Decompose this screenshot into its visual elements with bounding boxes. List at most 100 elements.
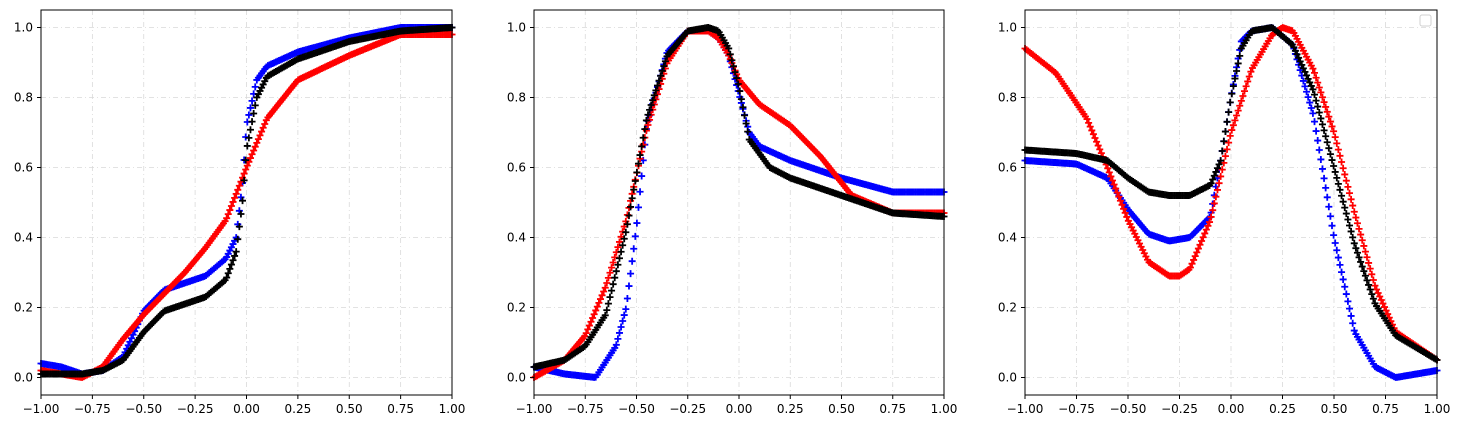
data-point <box>1105 168 1113 176</box>
data-point <box>1333 246 1341 254</box>
data-point <box>1218 166 1226 174</box>
x-tick-label: −0.75 <box>1058 402 1095 416</box>
data-point <box>1368 270 1376 278</box>
data-point <box>1215 160 1223 168</box>
data-point <box>593 303 601 311</box>
data-point <box>1326 150 1334 158</box>
data-point <box>1334 180 1342 188</box>
data-point <box>1317 114 1325 122</box>
y-tick-label: 0.0 <box>14 371 33 385</box>
data-point <box>636 151 644 159</box>
x-tick-label: 0.75 <box>387 402 414 416</box>
data-point <box>1315 146 1323 154</box>
data-point <box>1339 275 1347 283</box>
data-point <box>1346 305 1354 313</box>
data-point <box>240 176 248 184</box>
data-point <box>587 318 595 326</box>
data-point <box>127 334 135 342</box>
data-point <box>1307 82 1315 90</box>
data-point <box>1342 290 1350 298</box>
data-point <box>1217 157 1225 165</box>
x-tick-label: 1.00 <box>439 402 466 416</box>
x-tick-label: −0.25 <box>669 402 706 416</box>
data-point <box>1317 88 1325 96</box>
data-point <box>630 245 638 253</box>
data-point <box>1331 168 1339 176</box>
data-point <box>235 182 243 190</box>
data-point <box>1363 253 1371 261</box>
data-point <box>639 134 647 142</box>
data-point <box>1314 137 1322 145</box>
data-point <box>628 194 636 202</box>
data-point <box>1339 164 1347 172</box>
data-point <box>620 311 628 319</box>
data-point <box>246 104 254 112</box>
data-point <box>251 101 259 109</box>
data-point <box>1376 293 1384 301</box>
data-point <box>634 160 642 168</box>
data-point <box>1311 118 1319 126</box>
data-point <box>1236 102 1244 110</box>
data-point <box>1322 132 1330 140</box>
data-point <box>1207 213 1215 221</box>
data-point <box>653 82 661 90</box>
data-point <box>1123 213 1131 221</box>
data-point <box>742 119 750 127</box>
data-point <box>582 329 590 337</box>
data-point <box>1188 260 1196 268</box>
data-point <box>608 264 616 272</box>
data-point <box>1346 189 1354 197</box>
data-point <box>1334 146 1342 154</box>
series-group <box>1021 24 1441 381</box>
data-point <box>1209 206 1217 214</box>
data-point <box>253 139 261 147</box>
data-point <box>1304 75 1312 83</box>
data-point <box>1361 272 1369 280</box>
data-point <box>1247 68 1255 76</box>
data-point <box>1365 259 1373 267</box>
data-point <box>1338 268 1346 276</box>
data-point <box>1312 97 1320 105</box>
data-point <box>1339 198 1347 206</box>
data-point <box>226 206 234 214</box>
data-point <box>229 198 237 206</box>
y-tick-label: 0.2 <box>507 301 526 315</box>
y-tick-label: 0.6 <box>507 161 526 175</box>
data-point <box>1213 164 1221 172</box>
data-point <box>223 274 231 282</box>
data-point <box>1338 158 1346 166</box>
data-point <box>1309 85 1317 93</box>
data-point <box>1346 221 1354 229</box>
data-point <box>614 261 622 269</box>
data-point <box>1317 155 1325 163</box>
data-point <box>1320 98 1328 106</box>
data-point <box>1112 185 1120 193</box>
data-point <box>1234 107 1242 115</box>
data-point <box>1193 248 1201 256</box>
data-point <box>1330 231 1338 239</box>
data-point <box>1086 123 1094 131</box>
data-point <box>630 186 638 194</box>
data-point <box>1212 168 1220 176</box>
data-point <box>232 248 240 256</box>
data-point <box>737 95 745 103</box>
data-point <box>614 243 622 251</box>
data-point <box>631 177 639 185</box>
data-point <box>1369 295 1377 303</box>
data-point <box>234 235 242 243</box>
data-point <box>1241 87 1249 95</box>
data-point <box>245 134 253 142</box>
data-point <box>1312 127 1320 135</box>
y-tick-label: 0.2 <box>998 301 1017 315</box>
data-point <box>1366 286 1374 294</box>
data-point <box>1093 138 1101 146</box>
data-point <box>1377 296 1385 304</box>
y-tick-label: 0.8 <box>998 91 1017 105</box>
data-point <box>634 203 642 211</box>
series-2 <box>37 31 456 381</box>
data-point <box>642 116 650 124</box>
data-point <box>1210 172 1218 180</box>
data-point <box>240 170 248 178</box>
data-point <box>1312 74 1320 82</box>
data-point <box>223 214 231 222</box>
